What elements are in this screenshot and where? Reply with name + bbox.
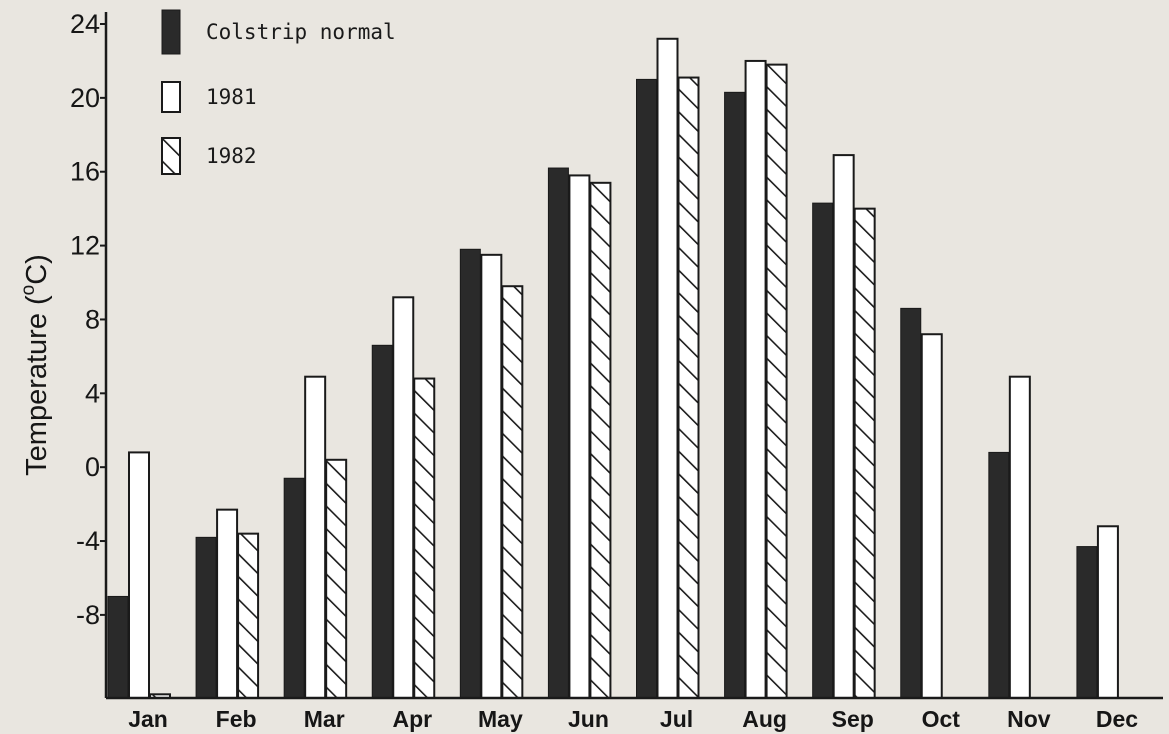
- bar-colstrip-normal-nov: [988, 451, 1010, 699]
- x-tick-label-oct: Oct: [922, 706, 961, 732]
- bar-1981-may: [480, 253, 503, 699]
- y-axis-label-main: Temperature (: [21, 295, 53, 476]
- y-tick-label: 12: [70, 231, 100, 261]
- x-tick-label-jan: Jan: [128, 706, 168, 732]
- x-tick-label-feb: Feb: [216, 706, 257, 732]
- y-tick-label: 0: [85, 452, 100, 482]
- y-axis: 24 20 16 12 8 4 0 -4 -8: [70, 9, 108, 698]
- bar-1981-dec: [1096, 525, 1119, 699]
- bar-1981-jun: [568, 174, 591, 699]
- bar-1982-mar: [325, 458, 348, 699]
- bar-colstrip-normal-sep: [812, 202, 834, 699]
- bar-1981-apr: [392, 296, 415, 699]
- bar-1981-jul: [656, 37, 679, 700]
- bar-colstrip-normal-mar: [283, 477, 305, 699]
- y-axis-label: Temperature (oC): [18, 254, 53, 476]
- x-tick-label-mar: Mar: [304, 706, 345, 732]
- legend-label-1981: 1981: [206, 85, 257, 109]
- x-tick-label-aug: Aug: [742, 706, 787, 732]
- y-tick-label: 8: [85, 304, 100, 334]
- x-tick-label-apr: Apr: [392, 706, 432, 732]
- bar-1982-jul: [677, 76, 700, 700]
- bar-colstrip-normal-may: [459, 248, 481, 699]
- y-tick-label: -8: [76, 600, 100, 630]
- y-axis-label-end: C): [21, 254, 53, 285]
- bar-1981-oct: [920, 333, 943, 699]
- bar-1981-jan: [128, 451, 150, 699]
- bar-colstrip-normal-apr: [371, 344, 393, 699]
- bar-colstrip-normal-oct: [900, 307, 922, 699]
- x-tick-label-dec: Dec: [1096, 706, 1138, 732]
- x-tick-label-jun: Jun: [568, 706, 609, 732]
- legend-swatch-1981: [161, 81, 181, 113]
- plot-area: [107, 37, 1119, 700]
- y-tick-label: 4: [85, 378, 100, 408]
- bar-1982-aug: [765, 63, 788, 700]
- x-tick-label-nov: Nov: [1007, 706, 1051, 732]
- bar-colstrip-normal-dec: [1076, 546, 1098, 699]
- bar-colstrip-normal-aug: [724, 91, 746, 699]
- bar-1982-may: [501, 285, 524, 699]
- bar-1981-nov: [1008, 375, 1031, 699]
- bar-1981-aug: [744, 59, 767, 699]
- y-tick-label: 24: [70, 9, 100, 39]
- y-axis-label-superscript: o: [18, 285, 39, 296]
- bar-1981-feb: [216, 508, 239, 699]
- x-axis: Jan Feb Mar Apr May Jun Jul Aug Sep Oct Nov Dec: [106, 696, 1163, 732]
- x-tick-label-sep: Sep: [832, 706, 874, 732]
- x-tick-label-may: May: [478, 706, 523, 732]
- y-tick-label: -4: [76, 526, 100, 556]
- bar-1982-sep: [853, 207, 876, 699]
- y-tick-label: 16: [70, 157, 100, 187]
- bar-colstrip-normal-jul: [636, 78, 657, 699]
- legend: Colstrip normal 1981 1982: [161, 9, 396, 175]
- bar-1982-jun: [589, 181, 612, 699]
- y-tick-label: 20: [70, 83, 100, 113]
- bar-1982-feb: [237, 532, 260, 699]
- bar-colstrip-normal-jan: [107, 595, 129, 699]
- x-tick-label-jul: Jul: [660, 706, 693, 732]
- legend-swatch-1982: [161, 137, 181, 175]
- bar-colstrip-normal-feb: [195, 536, 217, 699]
- bar-colstrip-normal-jun: [547, 167, 569, 699]
- bar-1981-mar: [304, 375, 327, 699]
- legend-label-colstrip-normal: Colstrip normal: [206, 20, 396, 44]
- legend-swatch-colstrip-normal: [161, 9, 181, 55]
- bar-1982-apr: [413, 377, 436, 699]
- bar-1981-sep: [832, 154, 855, 699]
- legend-label-1982: 1982: [206, 144, 257, 168]
